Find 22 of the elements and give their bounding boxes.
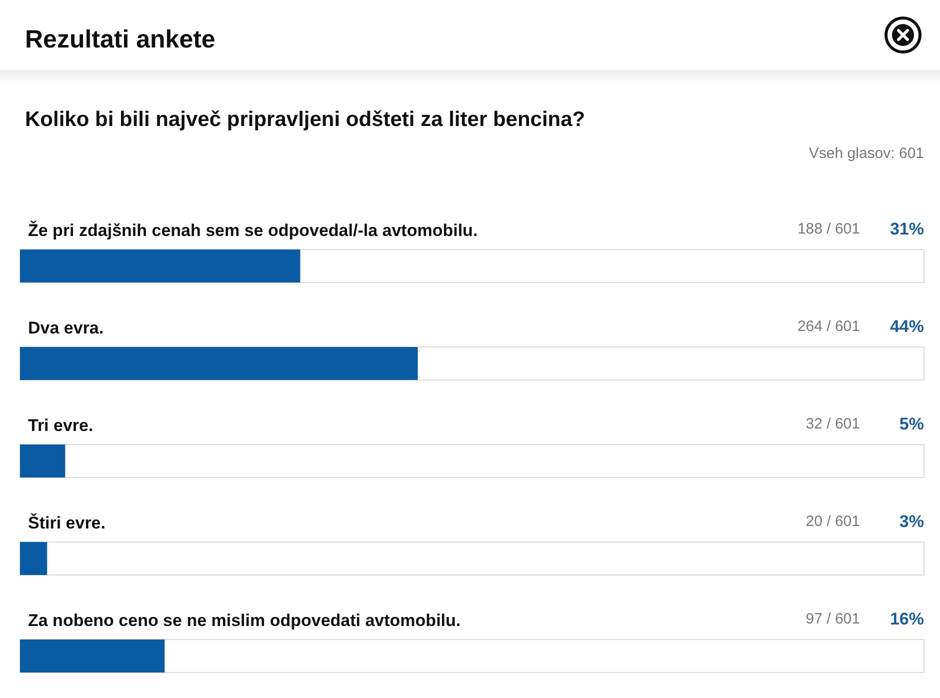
y-tick-label: Za nobeno ceno se ne mislim odpovedati avtomobilu. xyxy=(28,611,461,630)
data-label: 3% xyxy=(899,512,924,531)
annotation: 32 / 601 xyxy=(806,416,860,432)
y-tick-label: Štiri evre. xyxy=(28,512,106,532)
y-tick-label: Dva evra. xyxy=(28,318,104,338)
bar xyxy=(20,640,165,672)
data-label: 31% xyxy=(890,220,924,238)
data-label: 44% xyxy=(890,317,924,336)
text: Vseh glasov: 601 xyxy=(808,145,924,162)
annotation: 264 / 601 xyxy=(797,318,860,335)
y-tick-label: Tri evre. xyxy=(28,416,94,435)
bar xyxy=(20,542,48,575)
chart-subtitle: Koliko bi bili največ pripravljeni odšteti za liter bencina? xyxy=(25,108,586,131)
annotation: 188 / 601 xyxy=(797,220,860,238)
chart-title: Rezultati ankete xyxy=(25,26,216,54)
data-label: 5% xyxy=(899,414,924,434)
bar xyxy=(20,250,300,282)
annotation: 20 / 601 xyxy=(806,513,860,530)
data-label: 16% xyxy=(890,610,924,628)
annotation: 97 / 601 xyxy=(806,610,860,628)
bar xyxy=(20,444,66,478)
y-tick-label: Že pri zdajšnih cenah sem se odpovedal/-la avtomobilu. xyxy=(28,220,478,240)
